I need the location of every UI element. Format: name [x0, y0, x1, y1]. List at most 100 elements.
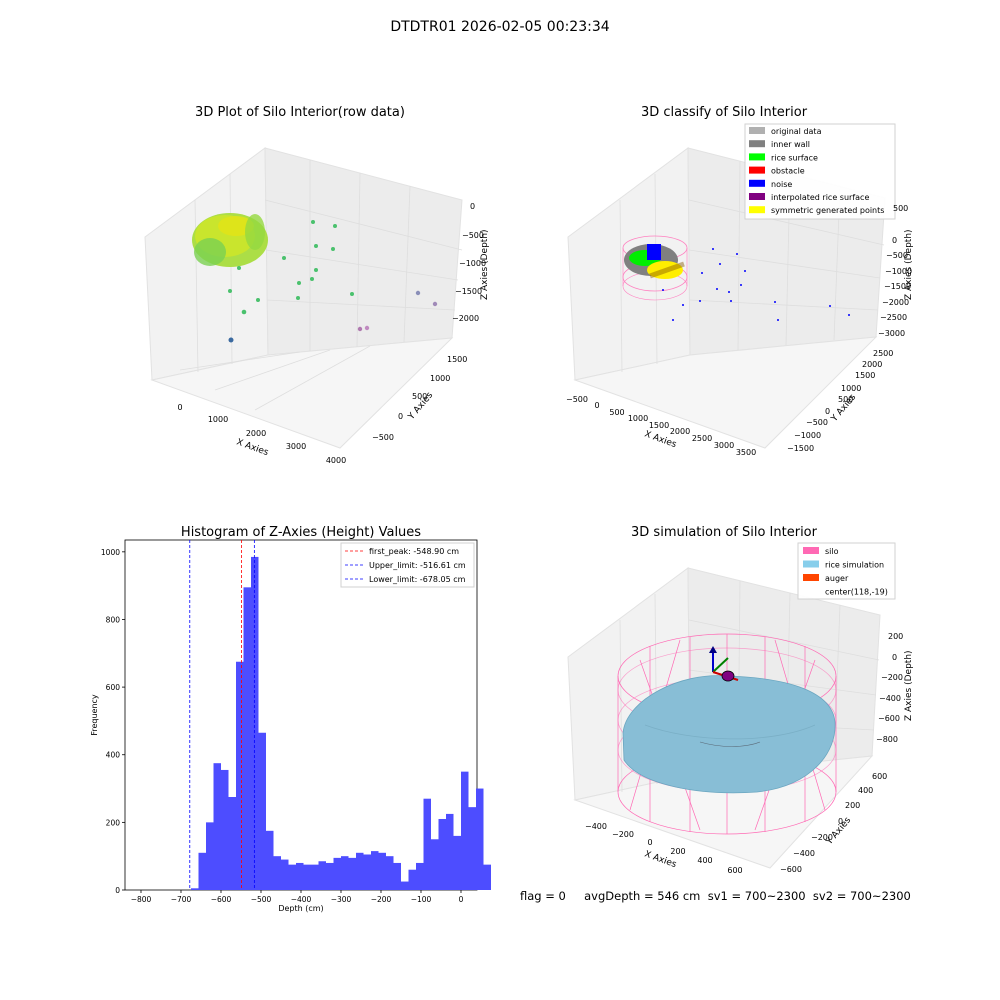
- histogram-bar: [206, 822, 214, 890]
- histogram-bar: [296, 862, 304, 890]
- legend-swatch: [749, 206, 765, 214]
- histogram-bar: [243, 587, 251, 890]
- histogram-bar: [401, 881, 409, 890]
- raw-x-ticks: 0 1000 2000 3000 4000: [177, 403, 346, 465]
- histogram-x-tick-label: −800: [131, 895, 152, 904]
- simulation-x-tick: 0: [647, 838, 652, 847]
- histogram-x-tick-label: −500: [251, 895, 272, 904]
- histogram-y-tick-label: 200: [106, 818, 121, 827]
- legend-swatch: [749, 140, 765, 148]
- histogram-bar: [273, 856, 281, 890]
- classify-y-tick: −500: [806, 418, 828, 427]
- classify-z-tick: −2000: [882, 298, 909, 307]
- histogram-x-tick-label: −200: [371, 895, 392, 904]
- histogram-legend-label: Lower_limit: -678.05 cm: [369, 575, 466, 584]
- simulation-title: 3D simulation of Silo Interior: [631, 525, 818, 540]
- histogram-bar: [446, 813, 454, 890]
- legend-label: interpolated rice surface: [771, 193, 869, 202]
- figure-suptitle: DTDTR01 2026-02-05 00:23:34: [390, 19, 609, 35]
- histogram-bar: [326, 862, 334, 890]
- panel-simulation-3d: 3D simulation of Silo Interior: [567, 525, 914, 875]
- simulation-z-tick: −600: [878, 714, 900, 723]
- raw-x-label: X Axies: [235, 437, 270, 458]
- simulation-y-tick: −400: [793, 849, 815, 858]
- classify-x-tick: 2000: [670, 427, 690, 436]
- histogram-x-label: Depth (cm): [278, 904, 323, 913]
- simulation-x-tick: −200: [612, 830, 634, 839]
- histogram-bar: [438, 818, 446, 890]
- simulation-z-ticks: 200 0 −200 −400 −600 −800: [876, 632, 903, 744]
- panel-classify-title: 3D classify of Silo Interior: [641, 105, 808, 120]
- histogram-x-tick-label: −300: [331, 895, 352, 904]
- legend-label: auger: [825, 574, 849, 583]
- histogram-bar: [348, 857, 356, 890]
- classify-z-tick: −1500: [884, 282, 911, 291]
- classify-z-ticks: 500 0 −500 −1000 −1500 −2000 −2500 −3000: [878, 204, 912, 338]
- simulation-x-tick: −400: [585, 822, 607, 831]
- histogram-bar: [356, 852, 364, 890]
- histogram-y-tick-label: 0: [115, 886, 120, 895]
- histogram-legend-label: Upper_limit: -516.61 cm: [369, 561, 466, 570]
- legend-swatch: [803, 574, 819, 581]
- histogram-bars: [191, 556, 491, 890]
- simulation-x-tick: 400: [697, 856, 712, 865]
- histogram-bar: [303, 864, 311, 890]
- histogram-bar: [461, 771, 469, 890]
- histogram-y-tick-label: 600: [106, 683, 121, 692]
- classify-x-tick: 3000: [714, 441, 734, 450]
- histogram-x-tick-label: −600: [211, 895, 232, 904]
- simulation-y-tick: −200: [811, 833, 833, 842]
- classify-y-tick: 500: [838, 395, 853, 404]
- simulation-y-tick: 600: [872, 772, 887, 781]
- classify-y-tick: 1500: [855, 371, 875, 380]
- histogram-bar: [453, 835, 461, 890]
- classify-y-tick: 1000: [841, 384, 861, 393]
- histogram-x-tick-label: 0: [459, 895, 464, 904]
- histogram-bar: [288, 864, 296, 890]
- legend-swatch: [803, 547, 819, 554]
- raw-z-ticks: 0 −500 −1000 −1500 −2000: [452, 202, 486, 323]
- classify-y-tick: 2500: [873, 349, 893, 358]
- histogram-bar: [333, 857, 341, 890]
- histogram-bar: [371, 851, 379, 890]
- raw-z-tick: 0: [470, 202, 475, 211]
- histogram-bar: [311, 864, 319, 890]
- histogram-bar: [468, 807, 476, 890]
- classify-y-tick: 0: [825, 407, 830, 416]
- classify-z-tick: −3000: [878, 329, 905, 338]
- raw-x-tick: 3000: [286, 442, 306, 451]
- classify-z-tick: 500: [893, 204, 908, 213]
- simulation-z-tick: 200: [888, 632, 903, 641]
- histogram-y-tick-label: 1000: [101, 548, 120, 557]
- histogram-legend: first_peak: -548.90 cm Upper_limit: -516.…: [340, 542, 475, 588]
- legend-swatch: [749, 127, 765, 134]
- legend-label: noise: [771, 180, 792, 189]
- histogram-bar: [258, 732, 266, 890]
- simulation-z-tick: 0: [892, 653, 897, 662]
- classify-y-tick: 2000: [862, 360, 882, 369]
- legend-swatch: [749, 153, 765, 161]
- histogram-bar: [363, 854, 371, 890]
- histogram-bar: [318, 861, 326, 890]
- raw-z-label: Z Axies (Depth): [480, 229, 490, 300]
- histogram-bar: [386, 856, 394, 890]
- classify-x-ticks: −500 0 500 1000 1500 2000 2500 3000 3500: [566, 395, 756, 457]
- raw-z-tick: −1000: [459, 259, 486, 268]
- raw-z-tick: −2000: [452, 314, 479, 323]
- classify-y-ticks: −1500 −1000 −500 0 500 1000 1500 2000 25…: [787, 349, 893, 453]
- simulation-y-ticks: −600 −400 −200 0 200 400 600: [780, 772, 887, 874]
- simulation-scene: [617, 633, 837, 835]
- histogram-bar: [341, 856, 349, 890]
- histogram-y-tick-label: 800: [106, 615, 121, 624]
- classify-x-tick: 2500: [692, 434, 712, 443]
- histogram-bar: [213, 763, 221, 890]
- classify-z-tick: −1000: [885, 267, 912, 276]
- histogram-bar: [378, 852, 386, 890]
- legend-swatch: [749, 179, 765, 187]
- legend-label: symmetric generated points: [771, 206, 884, 215]
- raw-x-tick: 0: [177, 403, 182, 412]
- legend-label: rice simulation: [825, 561, 884, 570]
- classify-x-tick: 1000: [628, 414, 648, 423]
- raw-y-tick: 500: [412, 392, 427, 401]
